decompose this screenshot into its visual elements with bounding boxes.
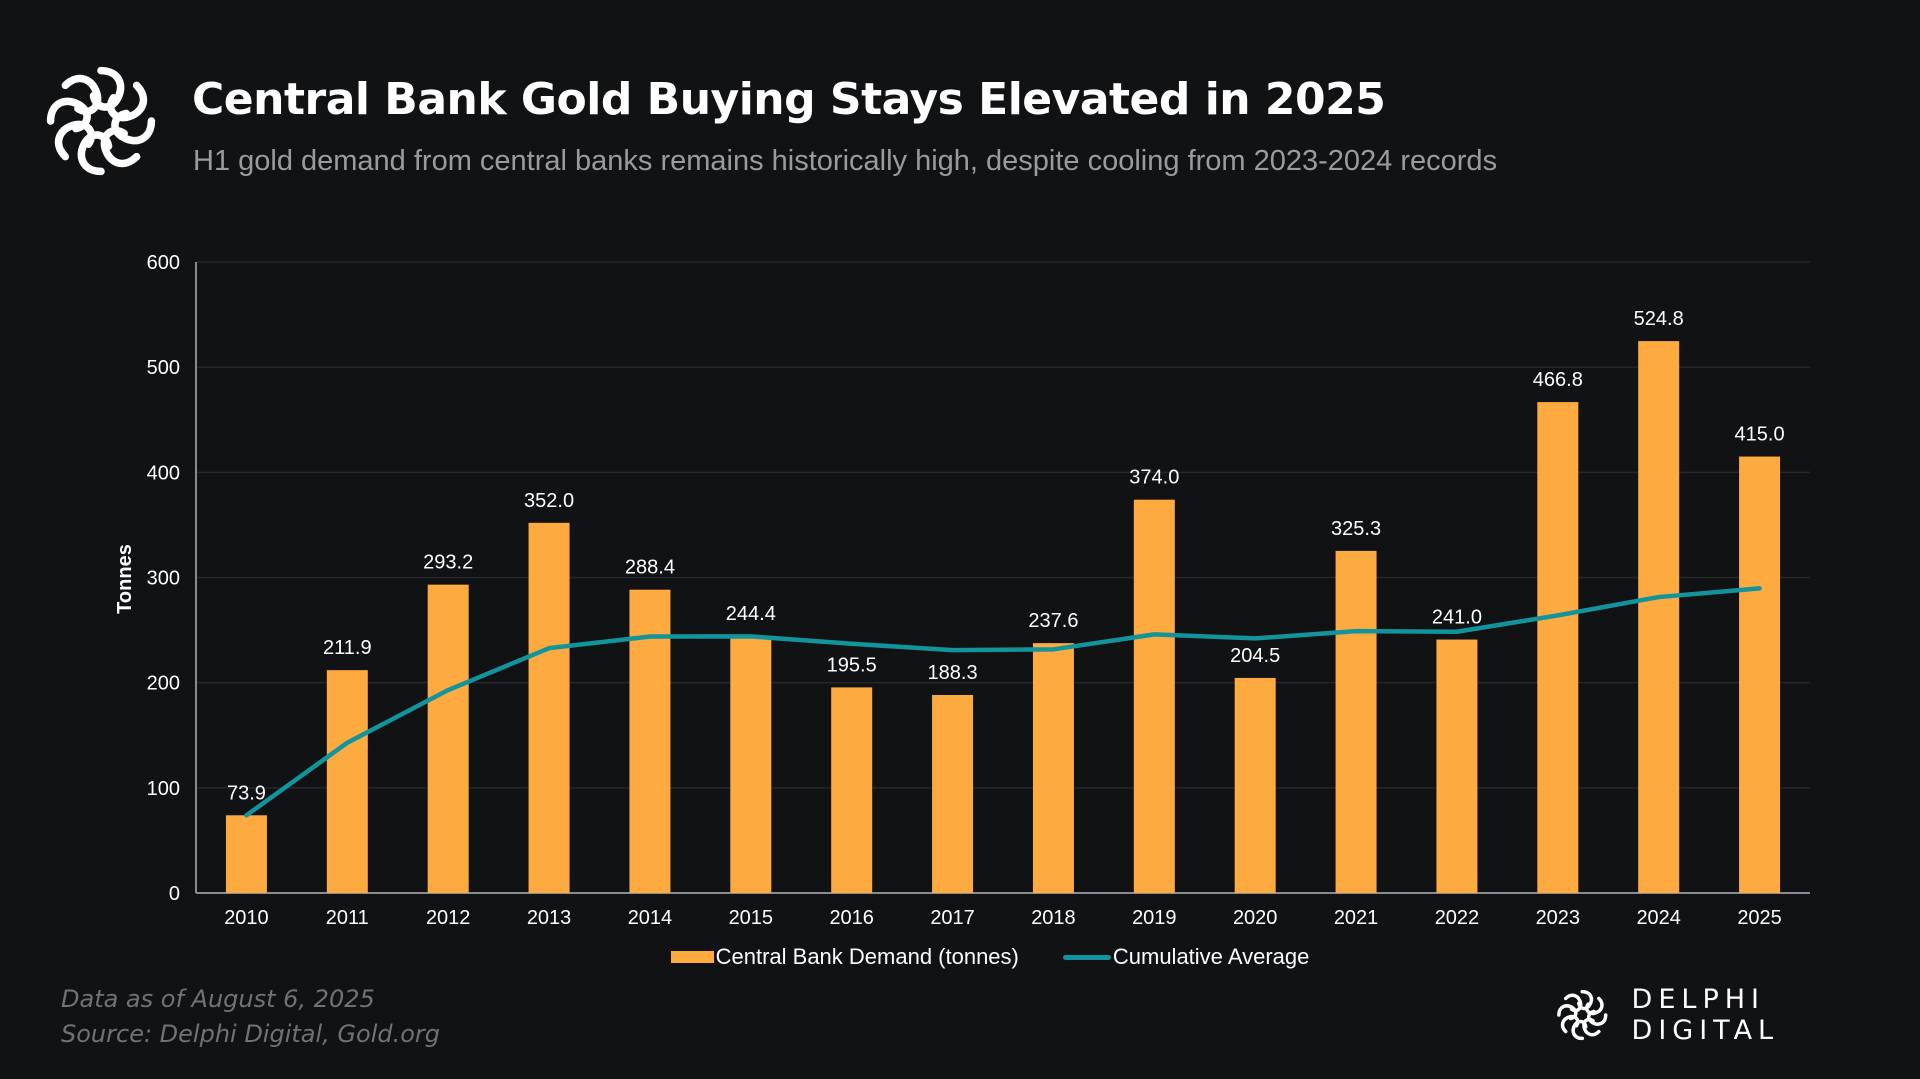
bar-2016 [831, 687, 873, 893]
bar-2024 [1638, 341, 1680, 893]
bar-2013 [528, 522, 570, 893]
x-tick-label: 2011 [326, 907, 369, 929]
bar-data-label: 204.5 [1230, 645, 1280, 667]
brand-mark: DELPHI DIGITAL [1553, 984, 1920, 1046]
x-axis-ticks: 2010 2011 2012 2013 2014 2015 2016 2017 2018 2019… [224, 907, 1782, 929]
y-tick-label: 300 [147, 568, 180, 590]
footer-notes: Data as of August 6, 2025 Source: Delphi… [61, 982, 440, 1052]
bar-2023 [1537, 402, 1579, 893]
legend: Central Bank Demand (tonnes) Cumulative … [0, 944, 1920, 970]
legend-swatch-line [1062, 954, 1111, 960]
x-tick-label: 2012 [426, 907, 471, 929]
x-tick-label: 2023 [1536, 907, 1581, 929]
bar-data-labels: 73.9 211.9 293.2 352.0 288.4 244.4 195.5 188.3 2… [227, 308, 1785, 804]
bar-data-label: 293.2 [423, 552, 473, 574]
bar-data-label: 73.9 [227, 782, 266, 804]
bar-data-label: 288.4 [625, 557, 675, 579]
legend-swatch-bar [670, 951, 714, 963]
y-tick-label: 200 [147, 673, 180, 695]
bar-data-label: 466.8 [1533, 369, 1583, 391]
bar-2018 [1032, 643, 1074, 893]
cumulative-average-line [244, 586, 1762, 818]
source-note: Source: Delphi Digital, Gold.org [61, 1020, 441, 1048]
x-tick-label: 2013 [527, 907, 572, 929]
bar-data-label: 195.5 [827, 654, 877, 676]
x-tick-label: 2024 [1636, 907, 1681, 929]
bar-data-label: 374.0 [1129, 467, 1179, 489]
bar-2012 [427, 584, 469, 893]
delphi-logo-icon [38, 66, 164, 184]
bar-2015 [730, 635, 772, 893]
bar-data-label: 415.0 [1735, 424, 1785, 446]
x-tick-label: 2018 [1031, 907, 1076, 929]
bar-2017 [932, 694, 974, 893]
brand-name: DELPHI DIGITAL [1631, 984, 1780, 1046]
bar-series [225, 341, 1781, 893]
bar-2022 [1436, 639, 1478, 893]
x-tick-label: 2025 [1737, 907, 1782, 929]
line-series [244, 586, 1762, 818]
bar-data-label: 211.9 [323, 637, 372, 659]
x-tick-label: 2017 [930, 907, 975, 929]
y-tick-label: 0 [169, 883, 180, 905]
bar-2025 [1739, 456, 1781, 893]
legend-label-demand: Central Bank Demand (tonnes) [715, 944, 1019, 969]
x-tick-label: 2022 [1435, 907, 1480, 929]
bar-2020 [1234, 677, 1276, 893]
y-axis-ticks: 0 100 200 300 400 500 600 [147, 252, 180, 905]
delphi-knot-icon [1557, 989, 1608, 1041]
y-tick-label: 600 [147, 252, 180, 274]
x-tick-label: 2021 [1334, 907, 1379, 929]
bar-2011 [326, 670, 368, 893]
x-tick-label: 2014 [628, 907, 673, 929]
bar-data-label: 241.0 [1432, 607, 1482, 629]
data-date-note: Data as of August 6, 2025 [61, 985, 375, 1013]
bar-2021 [1335, 550, 1377, 893]
legend-item-demand: Central Bank Demand (tonnes) [670, 944, 1019, 970]
chart-title: Central Bank Gold Buying Stays Elevated … [192, 74, 1386, 125]
x-tick-label: 2016 [829, 907, 874, 929]
y-tick-label: 400 [147, 462, 180, 484]
bar-data-label: 237.6 [1028, 610, 1078, 632]
bar-data-label: 325.3 [1331, 518, 1381, 540]
x-tick-label: 2015 [729, 907, 774, 929]
bar-data-label: 524.8 [1634, 308, 1684, 330]
bar-data-label: 244.4 [726, 603, 776, 625]
bar-2010 [225, 815, 267, 893]
legend-item-average: Cumulative Average [1062, 944, 1310, 970]
x-tick-label: 2020 [1233, 907, 1278, 929]
bar-line-chart: 0 100 200 300 400 500 600 73.9 211.9 293.2 352.0 2… [114, 252, 1810, 929]
bar-2019 [1133, 499, 1175, 893]
x-tick-label: 2010 [224, 907, 269, 929]
x-tick-label: 2019 [1132, 907, 1177, 929]
y-axis-label: Tonnes [114, 544, 136, 614]
bar-data-label: 352.0 [524, 490, 574, 512]
legend-label-average: Cumulative Average [1112, 944, 1310, 969]
y-tick-label: 100 [147, 778, 180, 800]
y-tick-label: 500 [147, 357, 180, 379]
chart-subtitle: H1 gold demand from central banks remain… [193, 145, 1498, 177]
bar-data-label: 188.3 [928, 662, 978, 684]
